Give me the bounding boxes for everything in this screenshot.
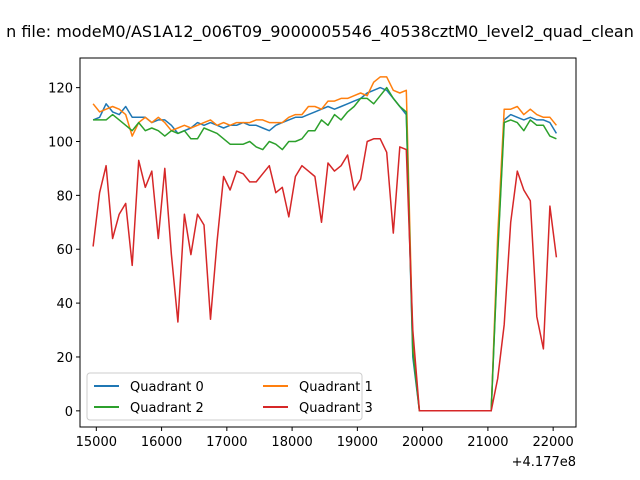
y-axis: 0 20 40 60 80 100 120 xyxy=(48,82,80,420)
x-tick-label: 16000 xyxy=(141,435,182,450)
y-tick-label: 20 xyxy=(56,351,73,366)
y-tick-label: 120 xyxy=(48,82,73,97)
legend: Quadrant 0 Quadrant 1 Quadrant 2 Quadrant 3 xyxy=(86,372,373,421)
y-tick-label: 80 xyxy=(56,189,73,204)
x-tick-label: 22000 xyxy=(532,435,573,450)
y-tick-label: 60 xyxy=(56,243,73,258)
legend-label-quadrant-2: Quadrant 2 xyxy=(130,401,204,416)
x-tick-label: 21000 xyxy=(467,435,508,450)
legend-label-quadrant-1: Quadrant 1 xyxy=(299,380,373,395)
y-tick-label: 0 xyxy=(65,405,73,420)
x-axis-offset-label: +4.177e8 xyxy=(512,455,576,470)
legend-label-quadrant-3: Quadrant 3 xyxy=(299,401,373,416)
x-axis: 15000 16000 17000 18000 19000 20000 21000 22000 xyxy=(76,427,574,450)
plot-frame xyxy=(79,57,577,428)
x-tick-label: 18000 xyxy=(271,435,312,450)
y-tick-label: 100 xyxy=(48,135,73,150)
x-tick-label: 17000 xyxy=(206,435,247,450)
legend-label-quadrant-0: Quadrant 0 xyxy=(130,380,204,395)
chart-title: n file: modeM0/AS1A12_006T09_9000005546_… xyxy=(6,22,634,42)
series-line-quadrant-3 xyxy=(92,138,558,412)
x-tick-label: 15000 xyxy=(76,435,117,450)
x-tick-label: 19000 xyxy=(337,435,378,450)
series-layer xyxy=(92,76,558,412)
y-tick-label: 40 xyxy=(56,297,73,312)
x-tick-label: 20000 xyxy=(402,435,443,450)
legend-box xyxy=(86,372,363,421)
